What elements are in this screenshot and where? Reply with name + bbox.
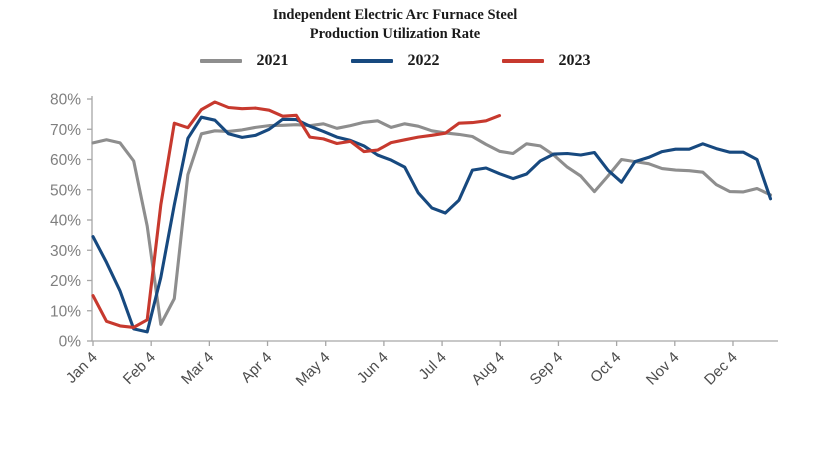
x-tick-label: Sep 4 [527,349,567,389]
series-line-2021 [91,119,773,326]
chart-title-line1: Independent Electric Arc Furnace Steel [272,7,518,23]
chart-title: Independent Electric Arc Furnace Steel P… [0,6,790,44]
series-line-2023 [91,100,502,329]
x-tick-label: Oct 4 [587,349,624,386]
x-tick-label: Aug 4 [468,349,508,389]
series-line-2022 [91,115,773,334]
y-tick-label: 0% [59,334,82,351]
y-tick-label: 20% [50,273,81,290]
y-tick-label: 40% [50,213,81,230]
x-tick-label: Dec 4 [701,349,741,389]
y-tick-label: 80% [50,92,81,109]
legend-label-2022: 2022 [407,52,440,69]
chart-title-line2: Production Utilization Rate [309,26,481,42]
legend-swatch-2022 [350,59,393,63]
y-tick-label: 60% [50,152,81,169]
y-tick-label: 30% [50,243,81,260]
legend-label-2023: 2023 [558,52,591,69]
x-tick-label: Mar 4 [178,349,217,388]
x-tick-label: Apr 4 [238,349,275,386]
legend-item-2022: 2022 [350,52,440,70]
x-tick-label: Jan 4 [63,349,101,387]
legend-swatch-2021 [199,59,242,63]
y-tick-label: 10% [50,303,81,320]
y-tick-label: 70% [50,122,81,139]
chart-legend: 2021 2022 2023 [0,52,790,70]
legend-label-2021: 2021 [256,52,289,69]
legend-swatch-2023 [501,59,544,63]
legend-item-2021: 2021 [199,52,289,70]
x-tick-label: Jun 4 [354,349,392,387]
legend-item-2023: 2023 [501,52,591,70]
y-tick-label: 50% [50,182,81,199]
x-tick-label: Feb 4 [120,349,159,388]
x-tick-label: May 4 [293,349,334,390]
x-tick-label: Nov 4 [643,349,683,389]
x-tick-label: Jul 4 [415,349,449,383]
